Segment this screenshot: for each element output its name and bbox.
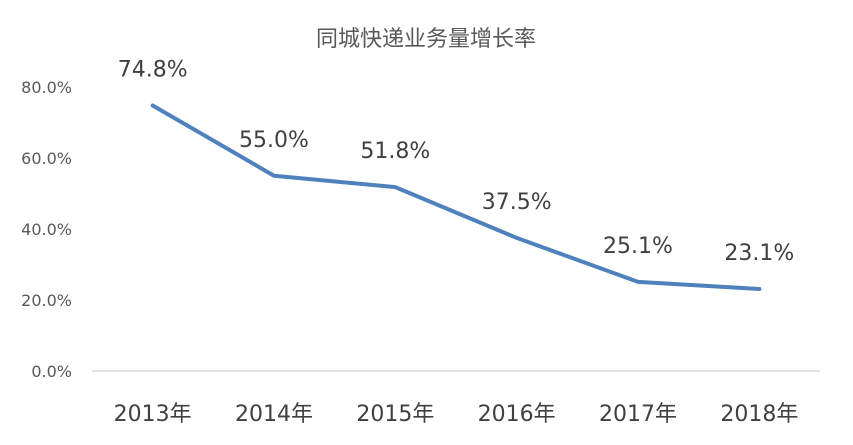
x-tick-label: 2018年 (720, 402, 798, 427)
y-tick-label: 60.0% (21, 149, 72, 168)
chart-title: 同城快递业务量增长率 (316, 27, 536, 52)
data-label: 51.8% (360, 139, 430, 164)
y-tick-label: 20.0% (21, 291, 72, 310)
y-axis-ticks: 0.0% 20.0% 40.0% 60.0% 80.0% (21, 78, 72, 381)
x-axis-ticks: 2013年 2014年 2015年 2016年 2017年 2018年 (114, 402, 799, 427)
x-tick-label: 2017年 (599, 402, 677, 427)
x-tick-label: 2015年 (356, 402, 434, 427)
y-tick-label: 0.0% (31, 362, 72, 381)
data-label: 55.0% (239, 128, 309, 153)
data-label: 37.5% (482, 190, 552, 215)
y-tick-label: 80.0% (21, 78, 72, 97)
data-labels: 74.8% 55.0% 51.8% 37.5% 25.1% 23.1% (118, 57, 795, 266)
series-line (150, 103, 762, 291)
data-label: 23.1% (724, 241, 794, 266)
data-label: 25.1% (603, 234, 673, 259)
y-tick-label: 40.0% (21, 220, 72, 239)
x-tick-label: 2016年 (478, 402, 556, 427)
x-tick-label: 2014年 (235, 402, 313, 427)
x-tick-label: 2013年 (114, 402, 192, 427)
data-label: 74.8% (118, 57, 188, 82)
